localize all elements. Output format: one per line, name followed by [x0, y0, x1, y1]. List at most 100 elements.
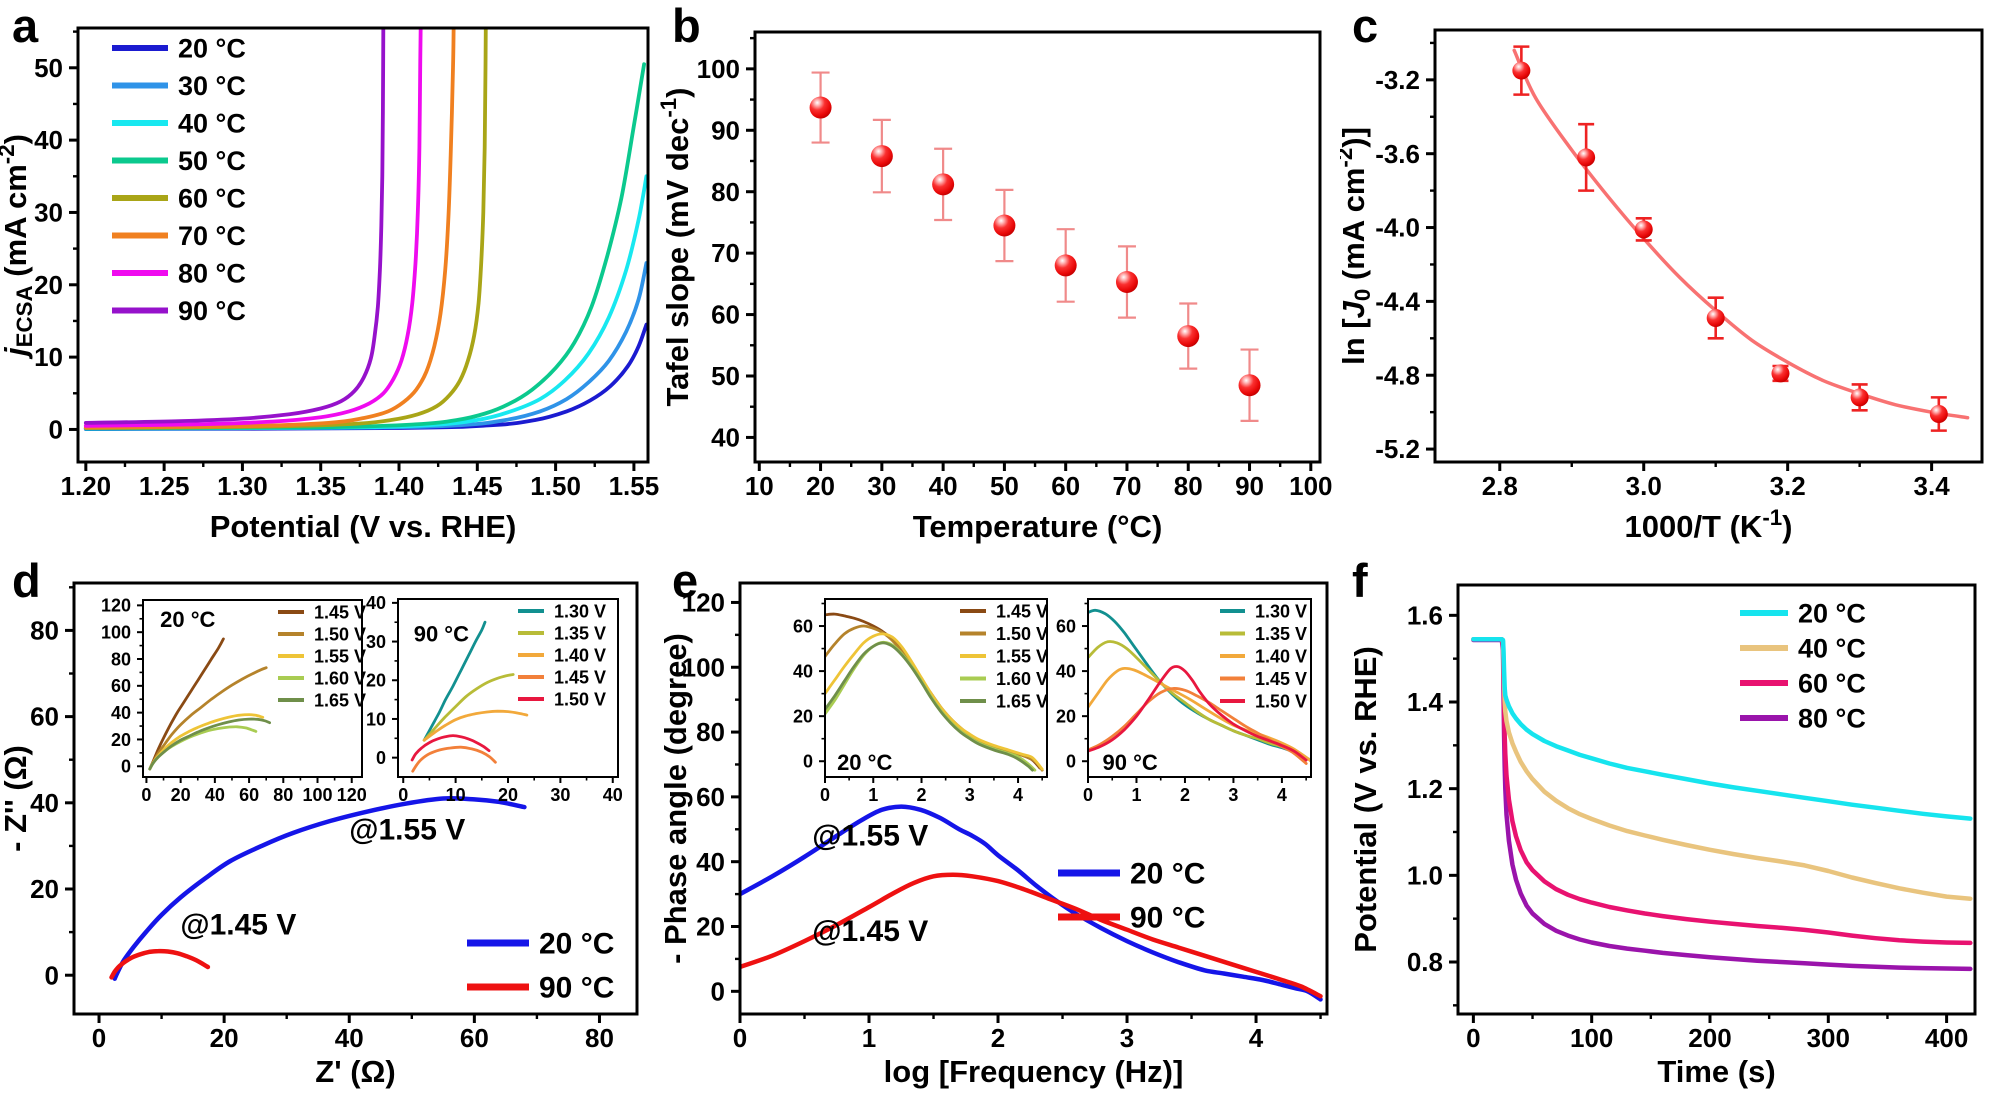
svg-text:1.35: 1.35 — [295, 471, 346, 501]
svg-text:-4.4: -4.4 — [1375, 286, 1420, 316]
svg-text:10: 10 — [34, 342, 63, 372]
svg-text:1.45 V: 1.45 V — [314, 602, 366, 622]
svg-text:0: 0 — [1066, 752, 1076, 772]
svg-text:30: 30 — [550, 785, 570, 805]
svg-text:0: 0 — [803, 752, 813, 772]
svg-text:20: 20 — [696, 912, 725, 942]
svg-text:Temperature (°C): Temperature (°C) — [913, 509, 1163, 544]
svg-text:50: 50 — [990, 471, 1019, 501]
svg-text:Potential (V vs. RHE): Potential (V vs. RHE) — [1348, 646, 1383, 953]
svg-text:50: 50 — [711, 361, 740, 391]
svg-text:60 °C: 60 °C — [178, 183, 246, 213]
svg-text:1.40 V: 1.40 V — [1255, 646, 1307, 666]
svg-text:20: 20 — [498, 785, 518, 805]
svg-text:0: 0 — [398, 785, 408, 805]
svg-text:1.4: 1.4 — [1407, 687, 1444, 717]
svg-text:1.50 V: 1.50 V — [554, 689, 606, 709]
svg-text:3: 3 — [965, 785, 975, 805]
svg-text:- Phase angle (degree): - Phase angle (degree) — [660, 633, 693, 964]
svg-text:90: 90 — [711, 115, 740, 145]
svg-text:60: 60 — [111, 676, 131, 696]
svg-text:@1.45 V: @1.45 V — [180, 908, 296, 941]
svg-text:80: 80 — [30, 616, 59, 646]
svg-text:3: 3 — [1228, 785, 1238, 805]
svg-text:1.50 V: 1.50 V — [314, 624, 366, 644]
svg-text:300: 300 — [1807, 1023, 1850, 1053]
svg-text:2.8: 2.8 — [1482, 471, 1518, 501]
svg-text:40: 40 — [30, 788, 59, 818]
panel-a-chart: 1.20 1.25 1.30 1.35 1.40 1.45 1.50 1.55 0 10 20 30 4… — [0, 0, 660, 560]
svg-text:1: 1 — [1131, 785, 1141, 805]
svg-text:60: 60 — [1056, 616, 1076, 636]
svg-text:120: 120 — [101, 596, 131, 616]
svg-text:30: 30 — [366, 632, 386, 652]
panel-b: b 10 20 30 40 50 60 70 80 90 100 40 50 60 70 80 90 100 Te… — [656, 0, 1340, 555]
svg-text:1000/T (K-1​): 1000/T (K-1​) — [1624, 505, 1792, 544]
svg-text:0: 0 — [376, 748, 386, 768]
svg-text:80: 80 — [711, 177, 740, 207]
svg-text:0: 0 — [45, 960, 59, 990]
svg-text:-4.8: -4.8 — [1375, 360, 1420, 390]
svg-text:ln [J0​ (mA cm-2​)]: ln [J0​ (mA cm-2​)] — [1340, 127, 1375, 365]
svg-text:100: 100 — [1570, 1023, 1613, 1053]
svg-text:20: 20 — [366, 671, 386, 691]
panel-b-label: b — [672, 0, 701, 52]
svg-text:100: 100 — [697, 54, 740, 84]
svg-text:40: 40 — [603, 785, 623, 805]
svg-text:10: 10 — [745, 471, 774, 501]
svg-text:1.25: 1.25 — [139, 471, 190, 501]
svg-text:2: 2 — [1180, 785, 1190, 805]
svg-text:0: 0 — [121, 757, 131, 777]
svg-text:Potential (V vs. RHE): Potential (V vs. RHE) — [210, 509, 517, 544]
svg-text:40: 40 — [366, 593, 386, 613]
svg-text:20 °C: 20 °C — [1798, 598, 1866, 628]
svg-text:120: 120 — [337, 785, 367, 805]
svg-text:Z' (Ω): Z' (Ω) — [315, 1054, 395, 1089]
svg-text:-3.2: -3.2 — [1375, 65, 1420, 95]
svg-text:-4.0: -4.0 — [1375, 213, 1420, 243]
panel-f-label: f — [1352, 554, 1368, 607]
svg-text:1.65 V: 1.65 V — [314, 690, 366, 710]
panel-f: f 0 100 200 300 400 0.8 1.0 1.2 1.4 1.6 Time (s) Po… — [1340, 555, 2001, 1104]
svg-text:40: 40 — [1056, 661, 1076, 681]
panel-f-canvas: 0 100 200 300 400 0.8 1.0 1.2 1.4 1.6 Time (s) Pote… — [1348, 583, 1977, 1089]
svg-text:80: 80 — [585, 1023, 614, 1053]
svg-text:1.20: 1.20 — [61, 471, 112, 501]
svg-text:60: 60 — [239, 785, 259, 805]
svg-text:2: 2 — [917, 785, 927, 805]
svg-text:90 °C: 90 °C — [1103, 750, 1158, 775]
svg-text:1.50 V: 1.50 V — [996, 624, 1048, 644]
svg-text:1.55: 1.55 — [609, 471, 660, 501]
svg-text:20 °C: 20 °C — [1130, 858, 1205, 891]
svg-text:40: 40 — [205, 785, 225, 805]
svg-text:1.30: 1.30 — [217, 471, 268, 501]
svg-text:80: 80 — [1174, 471, 1203, 501]
svg-text:90: 90 — [1235, 471, 1264, 501]
svg-text:40: 40 — [793, 661, 813, 681]
svg-text:60: 60 — [460, 1023, 489, 1053]
panel-c-label: c — [1352, 0, 1379, 52]
svg-text:0: 0 — [92, 1023, 106, 1053]
svg-text:20 °C: 20 °C — [837, 750, 892, 775]
svg-text:20: 20 — [34, 270, 63, 300]
panel-b-chart: 10 20 30 40 50 60 70 80 90 100 40 50 60 70 80 90 100 Temp… — [656, 0, 1340, 560]
svg-text:jECSA​ (mA cm-2​): jECSA​ (mA cm-2​) — [0, 134, 37, 360]
svg-text:1.45 V: 1.45 V — [554, 667, 606, 687]
svg-text:@1.45 V: @1.45 V — [812, 915, 928, 948]
svg-text:0: 0 — [141, 785, 151, 805]
svg-text:1.30 V: 1.30 V — [1255, 601, 1307, 621]
svg-text:60: 60 — [30, 702, 59, 732]
svg-text:40: 40 — [111, 703, 131, 723]
svg-text:30 °C: 30 °C — [178, 71, 246, 101]
svg-text:70 °C: 70 °C — [178, 221, 246, 251]
panel-e-chart: 0 1 2 3 4 0 20 40 60 80 100 120 log [Frequency (Hz)]… — [658, 555, 1340, 1104]
svg-text:30: 30 — [34, 198, 63, 228]
svg-text:60: 60 — [1051, 471, 1080, 501]
svg-text:@1.55 V: @1.55 V — [349, 813, 465, 846]
svg-text:4: 4 — [1249, 1023, 1264, 1053]
svg-text:60 °C: 60 °C — [1798, 668, 1866, 698]
svg-text:1.55 V: 1.55 V — [314, 646, 366, 666]
svg-text:120: 120 — [682, 588, 725, 618]
svg-text:20 °C: 20 °C — [160, 607, 215, 632]
panel-a: a 1.20 1.25 1.30 1.35 1.40 1.45 1.50 1.55 0 10 20 3… — [0, 0, 660, 555]
